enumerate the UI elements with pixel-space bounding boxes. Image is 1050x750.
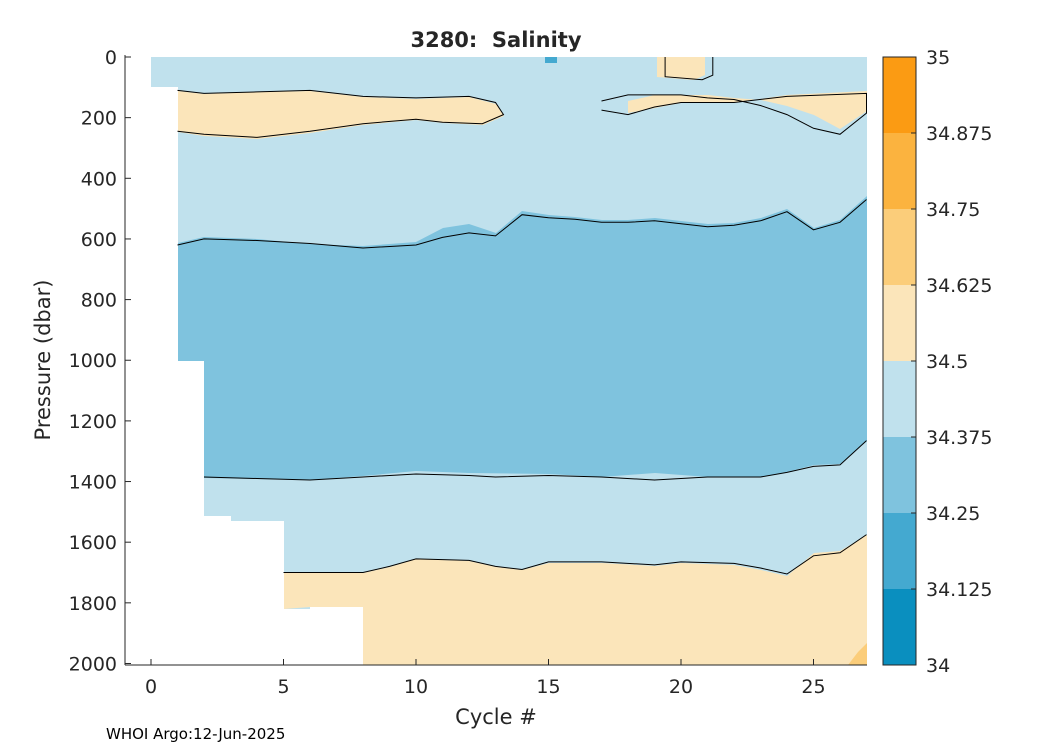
salinity-bands (125, 57, 867, 665)
contour-line (177, 199, 867, 249)
colorbar-segment (883, 513, 916, 589)
colorbar-tick-label: 34.75 (926, 199, 980, 221)
colorbar-segment (883, 437, 916, 513)
band-34-5-34-625-surface (657, 57, 705, 80)
colorbar-segment (883, 209, 916, 285)
y-axis: 0 200 400 600 800 1000 1200 1400 1600 1800 2000 (69, 47, 131, 675)
band-34-5-34-625-deep (284, 535, 867, 665)
band-34-25-34-375 (178, 196, 867, 480)
chart-title: 3280: Salinity (410, 28, 581, 52)
colorbar: 34 34.125 34.25 34.375 34.5 34.625 34.75 34.875… (882, 47, 992, 677)
x-tick-label: 25 (801, 676, 825, 698)
colorbar-tick-label: 34.125 (926, 579, 992, 601)
contour-lines (177, 57, 867, 575)
plot-area (125, 55, 867, 665)
colorbar-segment (883, 285, 916, 361)
colorbar-tick-label: 34.375 (926, 427, 992, 449)
band-34-5-34-625-upper-right (628, 91, 867, 129)
band-34-5-34-625-bottom-corner (848, 643, 867, 665)
x-tick-label: 15 (536, 676, 560, 698)
x-tick-label: 20 (669, 676, 693, 698)
y-tick-label: 800 (81, 290, 117, 312)
colorbar-segment (883, 57, 916, 133)
x-axis-label: Cycle # (455, 705, 537, 729)
colorbar-labels: 34 34.125 34.25 34.375 34.5 34.625 34.75 34.875… (911, 47, 992, 677)
colorbar-tick-label: 34.5 (926, 351, 968, 373)
y-tick-label: 1600 (69, 532, 117, 554)
y-tick-label: 1200 (69, 411, 117, 433)
y-tick-label: 2000 (69, 653, 117, 675)
colorbar-tick-label: 34 (926, 655, 950, 677)
y-tick-label: 200 (81, 108, 117, 130)
colorbar-tick-label: 35 (926, 47, 950, 69)
y-axis-label: Pressure (dbar) (31, 280, 55, 441)
x-axis: 0 5 10 15 20 25 (125, 659, 867, 698)
contour-line (203, 440, 867, 481)
colorbar-segments (883, 57, 916, 665)
colorbar-tick-label: 34.625 (926, 275, 992, 297)
y-tick-label: 400 (81, 168, 117, 190)
contour-line (664, 57, 714, 81)
y-tick-label: 0 (105, 47, 117, 69)
y-tick-label: 1400 (69, 472, 117, 494)
x-tick-label: 10 (404, 676, 428, 698)
colorbar-segment (883, 361, 916, 437)
contour-line (283, 534, 867, 575)
footer-credit: WHOI Argo:12-Jun-2025 (106, 725, 286, 743)
y-tick-label: 600 (81, 229, 117, 251)
colorbar-tick-label: 34.875 (926, 123, 992, 145)
colorbar-segment (883, 133, 916, 209)
x-tick-label: 5 (277, 676, 289, 698)
band-34-5-34-625-upper-left (178, 91, 504, 139)
band-34-125-34-25-surface (545, 57, 557, 63)
missing-data-mask (125, 57, 363, 665)
contour-line (177, 89, 505, 138)
x-tick-label: 0 (145, 676, 157, 698)
contour-line (601, 92, 867, 135)
y-tick-label: 1800 (69, 593, 117, 615)
colorbar-segment (883, 589, 916, 665)
colorbar-tick-label: 34.25 (926, 503, 980, 525)
y-tick-label: 1000 (69, 350, 117, 372)
